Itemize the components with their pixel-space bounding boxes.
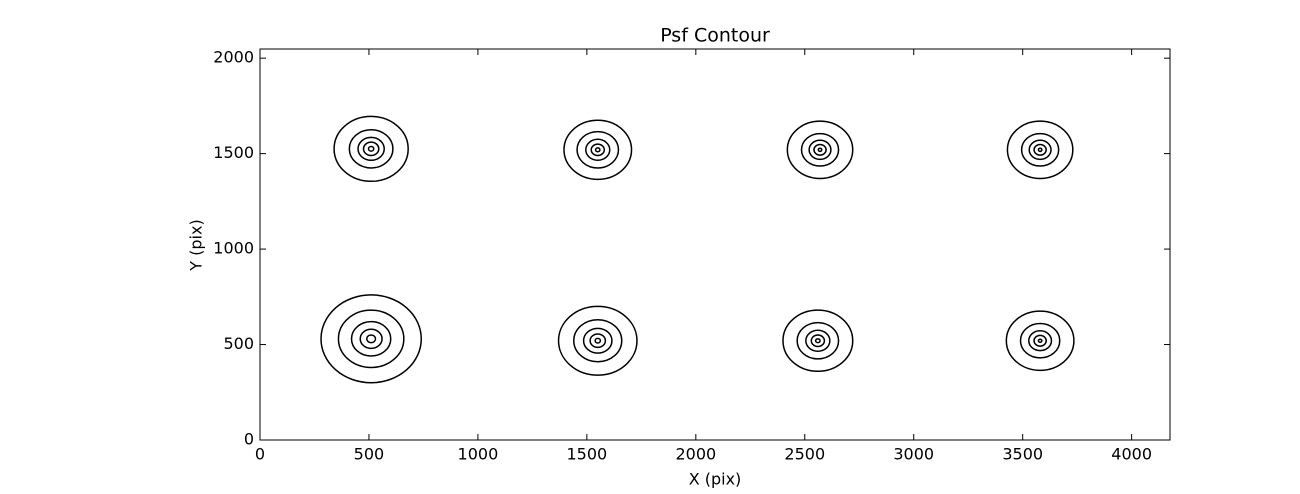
contour-ring (1033, 334, 1047, 347)
contour-ring (333, 115, 409, 183)
contour-ring (1037, 338, 1043, 343)
contour-ring (362, 141, 380, 157)
contour-ring (350, 320, 392, 357)
contour-ring (1020, 132, 1060, 167)
y-tick-label: 1000 (213, 239, 254, 258)
contour-ring (813, 143, 827, 156)
contour-ring (814, 338, 821, 344)
x-tick-label: 4000 (1111, 445, 1152, 464)
contour-ring (589, 333, 607, 349)
y-tick-label: 0 (244, 430, 254, 449)
contour-ring (563, 119, 633, 181)
contour-ring (1033, 143, 1047, 156)
contour-ring (810, 334, 826, 348)
y-tick-label: 500 (223, 334, 254, 353)
contour-ring (1037, 147, 1043, 153)
contour-ring (1028, 330, 1053, 352)
y-tick-label: 2000 (213, 48, 254, 67)
contour-ring (582, 327, 613, 354)
contour-ring (590, 143, 606, 157)
contour-ring (800, 132, 840, 167)
plot-frame (259, 48, 1171, 441)
contour-ring (366, 334, 377, 344)
contour-ring (1006, 120, 1074, 180)
contour-ring (782, 309, 854, 373)
contour-ring (808, 139, 832, 161)
contour-ring (357, 136, 385, 162)
contour-ring (805, 329, 831, 352)
contour-ring (1028, 139, 1052, 161)
contour-ring (337, 309, 405, 369)
contour-ring (320, 294, 423, 384)
x-tick-label: 2000 (675, 445, 716, 464)
contour-ring (367, 145, 375, 152)
x-tick-label: 1000 (458, 445, 499, 464)
contour-ring (576, 130, 620, 169)
x-tick-label: 1500 (567, 445, 608, 464)
contour-ring (594, 337, 602, 344)
x-tick-label: 3500 (1002, 445, 1043, 464)
contour-ring (1005, 310, 1075, 372)
x-tick-label: 2500 (784, 445, 825, 464)
chart-title: Psf Contour (660, 25, 770, 47)
contour-ring (573, 318, 623, 363)
x-tick-label: 3000 (893, 445, 934, 464)
contour-ring (817, 147, 823, 153)
contour-ring (585, 138, 611, 162)
x-axis-label: X (pix) (689, 470, 742, 489)
y-tick-label: 1500 (213, 143, 254, 162)
x-tick-label: 0 (255, 445, 265, 464)
contour-ring (348, 129, 394, 169)
contour-ring (557, 305, 638, 376)
contour-ring (359, 328, 383, 350)
y-axis-label: Y (pix) (187, 219, 206, 271)
contour-ring (786, 120, 854, 180)
contour-ring (1019, 322, 1061, 359)
contour-ring (796, 321, 840, 360)
contour-ring (594, 147, 601, 153)
x-tick-label: 500 (354, 445, 385, 464)
